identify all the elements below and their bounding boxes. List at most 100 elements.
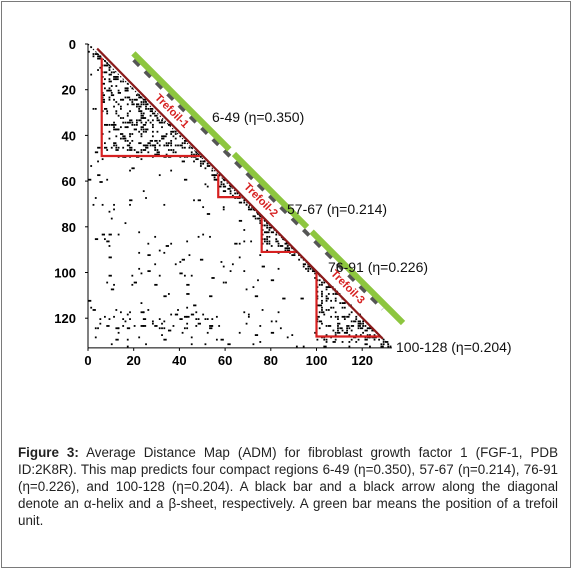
contact-dot (113, 126, 115, 129)
contact-dot (314, 331, 317, 334)
contact-dot (138, 231, 141, 234)
contact-dot (126, 313, 129, 316)
contact-dot (145, 105, 147, 108)
contact-dot (270, 320, 273, 323)
contact-dot (167, 142, 170, 145)
contact-dot (243, 201, 246, 204)
contact-dot (103, 142, 106, 145)
contact-dot (193, 153, 195, 156)
contact-dot (99, 57, 102, 60)
contact-dot (300, 297, 304, 300)
contact-dot (174, 313, 179, 316)
contact-dot (151, 144, 156, 147)
contact-dot (197, 322, 201, 325)
contact-dot (129, 146, 133, 149)
contact-dot (142, 112, 145, 115)
contact-dot (252, 208, 255, 211)
contact-dot (250, 208, 253, 211)
y-tick-label: 0 (69, 37, 76, 52)
contact-dot (206, 213, 211, 215)
contact-dot (183, 327, 186, 330)
contact-dot (174, 151, 177, 154)
contact-dot (163, 338, 167, 341)
contact-dot (103, 146, 108, 149)
contact-dot (286, 247, 291, 250)
contact-dot (186, 322, 189, 325)
contact-dot (119, 126, 122, 129)
contact-dot (339, 302, 342, 305)
contact-dot (204, 318, 207, 320)
contact-dot (126, 139, 129, 142)
contact-dot (348, 327, 351, 330)
contact-dot (119, 311, 122, 314)
contact-dot (222, 185, 227, 188)
contact-dot (364, 325, 367, 327)
contact-dot (108, 137, 111, 140)
contact-dot (190, 343, 193, 346)
contact-dot (115, 110, 118, 113)
contact-dot (115, 135, 118, 138)
region-label: 100-128 (η=0.204) (396, 339, 512, 355)
contact-dot (250, 240, 253, 243)
contact-dot (243, 270, 246, 273)
contact-dot (259, 341, 262, 343)
contact-dot (293, 254, 296, 257)
contact-dot (202, 160, 206, 163)
contact-dot (92, 55, 95, 58)
contact-dot (119, 137, 122, 140)
contact-dot (327, 293, 330, 295)
contact-dot (133, 325, 136, 327)
contact-dot (163, 144, 166, 147)
contact-dot (346, 327, 349, 330)
contact-dot (245, 322, 248, 325)
contact-dot (97, 146, 101, 149)
contact-dot (142, 98, 147, 101)
contact-dot (316, 304, 320, 307)
contact-dot (117, 114, 120, 117)
contact-dot (108, 69, 111, 71)
contact-dot (140, 149, 143, 151)
trefoil-bar (309, 229, 406, 326)
contact-dot (103, 64, 108, 67)
contact-dot (355, 318, 358, 320)
contact-dot (94, 238, 99, 241)
contact-dot (124, 139, 127, 142)
contact-dot (321, 302, 323, 305)
contact-dot (263, 224, 266, 227)
contact-dot (206, 165, 211, 167)
contact-dot (341, 329, 344, 332)
contact-dot (259, 254, 262, 257)
contact-dot (222, 183, 225, 186)
contact-dot (337, 322, 341, 325)
contact-dot (373, 334, 376, 336)
contact-dot (140, 311, 144, 314)
contact-dot (309, 267, 312, 270)
contact-dot (174, 263, 177, 266)
contact-dot (129, 135, 131, 138)
contact-dot (142, 311, 145, 314)
contact-dot (327, 325, 332, 327)
contact-dot (218, 325, 221, 327)
x-tick-label: 120 (351, 353, 373, 368)
contact-dot (268, 242, 271, 245)
contact-dot (115, 309, 118, 311)
contact-dot (357, 320, 361, 323)
region-label: 6-49 (η=0.350) (212, 109, 304, 125)
contact-dot (186, 306, 189, 309)
contact-dot (140, 126, 144, 129)
contact-dot (115, 149, 119, 151)
contact-dot (110, 91, 113, 94)
contact-dot (138, 336, 141, 339)
contact-dot (222, 206, 225, 209)
contact-dot (183, 315, 188, 318)
contact-dot (94, 197, 97, 199)
contact-dot (170, 142, 173, 145)
contact-dot (106, 178, 109, 181)
contact-dot (332, 341, 336, 343)
contact-dot (227, 343, 231, 346)
contact-dot (209, 325, 213, 327)
contact-dot (106, 62, 109, 65)
contact-dot (158, 249, 161, 252)
contact-dot (129, 203, 131, 206)
